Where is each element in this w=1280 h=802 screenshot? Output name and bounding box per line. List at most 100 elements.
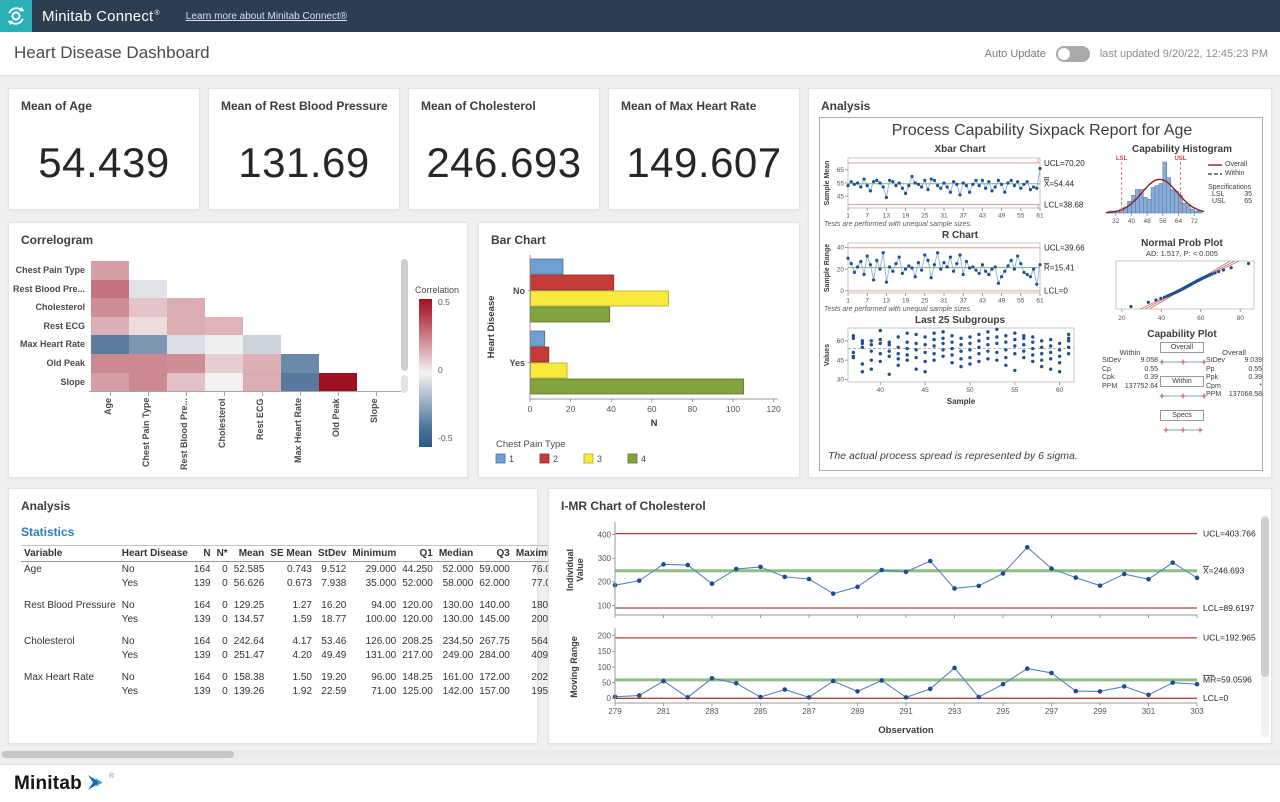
stats-cell: Yes [119,648,191,662]
stats-column-header: Median [436,546,476,562]
correlogram-cell[interactable] [129,354,167,373]
stat-value: 0.39 [1248,374,1262,383]
horizontal-scrollbar-thumb[interactable] [2,751,234,758]
imr-scrollbar-track[interactable] [1261,515,1269,737]
svg-text:285: 285 [754,707,768,716]
stats-cell: 208.25 [399,634,436,648]
correlogram-cell[interactable] [91,335,129,354]
learn-more-link[interactable]: Learn more about Minitab Connect® [186,11,347,22]
stats-column-header: Q3 [476,546,513,562]
spec-row: USL65 [1212,198,1252,205]
correlogram-cell[interactable] [91,280,129,299]
svg-text:LCL=0: LCL=0 [1203,693,1229,703]
correlogram-cell[interactable] [167,317,205,336]
stats-column-header: Variable [21,546,119,562]
stats-cell: 1.27 [267,598,315,612]
horizontal-scrollbar-track[interactable] [0,750,1280,759]
correlogram-cell[interactable] [319,373,357,392]
correlogram-tick [110,392,111,396]
correlogram-row-label: Rest Blood Pre... [9,280,85,299]
kpi-label: Mean of Rest Blood Pressure [221,99,388,113]
correlogram-cell[interactable] [129,335,167,354]
correlogram-cell[interactable] [205,373,243,392]
statistics-link[interactable]: Statistics [21,525,74,539]
stats-table-row: AgeNo164052.5850.7439.51229.00044.25052.… [21,562,565,577]
stats-cell: 0.743 [267,562,315,577]
svg-text:4: 4 [641,454,646,464]
correlogram-cell[interactable] [281,373,319,392]
correlogram-col-label: Old Peak [331,398,345,476]
capability-histogram-title: Capability Histogram [1102,144,1262,155]
svg-text:25: 25 [921,298,929,305]
correlogram-cell[interactable] [91,317,129,336]
stats-cell: 251.47 [231,648,268,662]
stats-row: PPM137752.64 [1102,383,1158,392]
correlogram-cell[interactable] [243,335,281,354]
svg-text:UCL=39.66: UCL=39.66 [1044,244,1085,253]
legend-line-swatch [1208,162,1222,168]
page: Minitab Connect® Learn more about Minita… [0,0,1280,802]
correlogram-cell[interactable] [91,261,129,280]
stats-cell: 18.77 [315,612,349,626]
correlogram-cell[interactable] [129,317,167,336]
correlogram-cell[interactable] [129,373,167,392]
svg-text:40: 40 [1158,315,1166,322]
stats-cell: 58.000 [436,576,476,590]
imr-chart-panel: I-MR Chart of Cholesterol 100200300400UC… [548,488,1272,744]
svg-text:48: 48 [1144,218,1152,225]
stats-cell: 35.000 [349,576,399,590]
svg-text:13: 13 [883,298,891,305]
correlogram-row-label: Max Heart Rate [9,335,85,354]
xbar-chart-svg: 45556517131925313743495561UCL=70.20X=54.… [822,155,1098,221]
svg-text:40: 40 [877,387,885,394]
correlogram-cell[interactable] [167,335,205,354]
svg-text:56: 56 [1159,218,1167,225]
correlation-legend-title: Correlation [415,285,459,295]
correlogram-cell[interactable] [205,354,243,373]
xbar-note: Tests are performed with unequal sample … [824,221,972,228]
histogram-legend: OverallWithinSpecificationsLSL35USL65 [1208,160,1262,205]
correlogram-cell[interactable] [243,373,281,392]
svg-text:Sample: Sample [947,397,976,406]
correlogram-cell[interactable] [91,298,129,317]
correlogram-row-label: Old Peak [9,354,85,373]
correlogram-scrollbar-lower[interactable] [401,375,408,393]
svg-text:Sample Mean: Sample Mean [824,161,831,206]
correlogram-cell[interactable] [91,373,129,392]
correlogram-cell[interactable] [91,354,129,373]
panel-title: Bar Chart [491,233,546,247]
kpi-label: Mean of Max Heart Rate [621,99,756,113]
statistics-table: VariableHeart DiseaseNN*MeanSE MeanStDev… [21,545,565,698]
correlogram-cell[interactable] [167,354,205,373]
stats-cell: 29.000 [349,562,399,577]
stats-cell: 0 [214,634,231,648]
correlogram-cell[interactable] [281,354,319,373]
correlogram-cell[interactable] [243,354,281,373]
svg-text:UCL=403.766: UCL=403.766 [1203,528,1256,538]
minitab-connect-logo-icon[interactable] [0,0,32,32]
stats-row: Cpm* [1206,383,1262,392]
correlogram-scrollbar[interactable] [401,259,408,371]
minitab-chevron-icon [87,775,107,792]
stats-cell: 217.00 [399,648,436,662]
stats-cell: 125.00 [399,684,436,698]
correlogram-cell[interactable] [129,280,167,299]
stats-cell: 9.512 [315,562,349,577]
stats-cell: 164 [191,670,214,684]
correlogram-cell[interactable] [129,298,167,317]
stat-label: Cp [1102,366,1144,375]
stats-cell: Yes [119,612,191,626]
stats-cell: 49.49 [315,648,349,662]
normal-prob-plot-title: Normal Prob Plot [1102,238,1262,249]
last-updated-text: last updated 9/20/22, 12:45:23 PM [1100,48,1268,60]
correlogram-cell[interactable] [167,298,205,317]
auto-update-toggle[interactable] [1056,46,1090,62]
stats-cell: 164 [191,598,214,612]
stats-col-header: Overall [1206,348,1262,357]
imr-scrollbar-thumb[interactable] [1261,517,1269,677]
correlogram-cell[interactable] [167,373,205,392]
kpi-value: 131.69 [209,139,399,187]
correlogram-cell[interactable] [205,335,243,354]
correlogram-cell[interactable] [205,317,243,336]
stat-value: 137068.58 [1229,391,1262,400]
